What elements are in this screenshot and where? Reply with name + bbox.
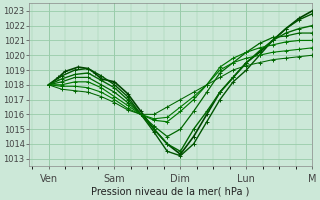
X-axis label: Pression niveau de la mer( hPa ): Pression niveau de la mer( hPa ): [91, 187, 250, 197]
